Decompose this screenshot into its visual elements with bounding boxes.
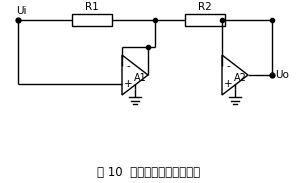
Text: 图 10  单电源运放无二极管型: 图 10 单电源运放无二极管型 [97,165,201,178]
Text: R2: R2 [198,2,212,12]
Text: R1: R1 [85,2,99,12]
Text: +: + [124,79,132,89]
Text: -: - [226,61,230,71]
Text: A1: A1 [134,73,147,83]
Text: Uo: Uo [275,70,289,80]
Text: A2: A2 [234,73,246,83]
Polygon shape [222,55,248,95]
Bar [185,14,225,26]
Text: Ui: Ui [16,6,27,16]
Text: +: + [224,79,232,89]
Text: -: - [126,61,130,71]
Polygon shape [122,55,148,95]
Bar [72,14,112,26]
